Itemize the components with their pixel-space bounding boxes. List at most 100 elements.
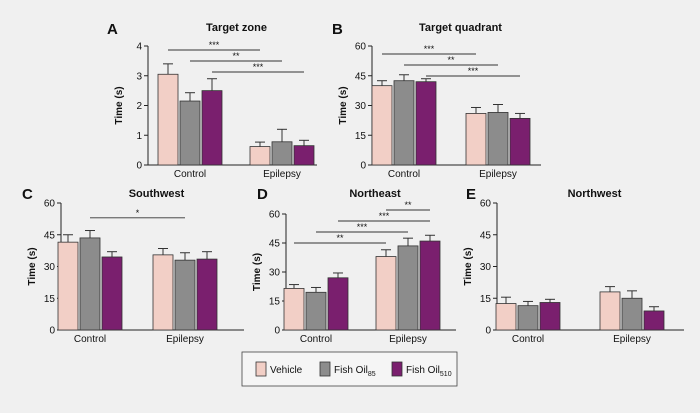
bar xyxy=(487,112,509,166)
y-tick-label: 45 xyxy=(355,71,367,82)
panel-e: E Northwest Time (s) 0 15 30 45 60 Control Epilep… xyxy=(463,186,684,345)
bar xyxy=(643,310,665,331)
y-tick-label: 15 xyxy=(355,131,367,142)
significance-label: *** xyxy=(468,66,479,76)
x-tick-label: Control xyxy=(74,334,106,345)
y-axis-label: Time (s) xyxy=(114,86,125,124)
bar xyxy=(393,80,415,166)
panel-letter: B xyxy=(332,21,343,38)
y-tick-label: 0 xyxy=(136,161,142,172)
bar xyxy=(517,305,539,331)
significance-label: ** xyxy=(232,51,240,61)
legend-swatch xyxy=(391,361,403,377)
significance-label: ** xyxy=(447,55,455,65)
y-tick-label: 45 xyxy=(44,230,56,241)
bar xyxy=(305,291,327,331)
y-tick-label: 30 xyxy=(44,262,56,273)
bar xyxy=(101,256,123,331)
panel-a: A Target zone Time (s) 0 1 2 3 4 Control Epilepsy… xyxy=(107,21,317,180)
legend-swatch xyxy=(319,361,331,377)
bar xyxy=(57,241,79,331)
x-tick-label: Control xyxy=(388,169,420,180)
panel-letter: D xyxy=(257,186,268,203)
bar xyxy=(283,288,305,331)
legend-swatch xyxy=(255,361,267,377)
panel-title: Target zone xyxy=(206,22,267,34)
legend-item: Fish Oil510 xyxy=(391,361,452,378)
y-tick-label: 1 xyxy=(136,131,142,142)
x-tick-label: Control xyxy=(512,334,544,345)
x-tick-label: Epilepsy xyxy=(479,169,517,180)
bar xyxy=(375,256,397,331)
y-tick-label: 30 xyxy=(269,268,281,279)
x-tick-label: Epilepsy xyxy=(613,334,651,345)
y-tick-label: 30 xyxy=(480,262,492,273)
panel-letter: E xyxy=(466,186,476,203)
y-tick-label: 60 xyxy=(269,210,281,221)
bar xyxy=(152,254,174,331)
y-axis-label: Time (s) xyxy=(27,247,38,285)
bar xyxy=(509,117,531,166)
y-axis-label: Time (s) xyxy=(338,86,349,124)
x-tick-label: Epilepsy xyxy=(389,334,427,345)
y-tick-label: 45 xyxy=(269,239,281,250)
bar xyxy=(79,237,101,331)
panel-letter: C xyxy=(22,186,33,203)
y-tick-label: 0 xyxy=(485,326,491,337)
significance-label: ** xyxy=(336,233,344,243)
significance-label: *** xyxy=(379,211,390,221)
bar xyxy=(371,85,393,166)
bar xyxy=(201,90,223,166)
bar xyxy=(465,113,487,166)
y-tick-label: 45 xyxy=(480,230,492,241)
significance-label: *** xyxy=(424,44,435,54)
y-tick-label: 15 xyxy=(480,294,492,305)
bar xyxy=(196,258,218,331)
legend-item: Fish Oil85 xyxy=(319,361,376,378)
bar xyxy=(495,303,517,331)
panel-title: Northeast xyxy=(349,188,401,200)
legend-label: Vehicle xyxy=(270,365,303,376)
bar xyxy=(179,100,201,166)
panel-title: Target quadrant xyxy=(419,22,502,34)
bar xyxy=(621,297,643,331)
bar xyxy=(599,291,621,331)
bar xyxy=(157,73,179,166)
bar xyxy=(415,81,437,166)
bar xyxy=(397,245,419,331)
y-tick-label: 60 xyxy=(480,199,492,210)
x-tick-label: Control xyxy=(300,334,332,345)
x-tick-label: Epilepsy xyxy=(263,169,301,180)
legend: Vehicle Fish Oil85 Fish Oil510 xyxy=(241,351,458,387)
panel-title: Southwest xyxy=(129,188,185,200)
y-tick-label: 30 xyxy=(355,101,367,112)
significance-label: ** xyxy=(404,200,412,210)
legend-label: Fish Oil85 xyxy=(334,365,376,378)
legend-label: Fish Oil510 xyxy=(406,365,452,378)
y-tick-label: 15 xyxy=(44,294,56,305)
significance-label: *** xyxy=(209,40,220,50)
significance-label: * xyxy=(136,208,140,218)
y-tick-label: 4 xyxy=(136,42,142,53)
panel-c: C Southwest Time (s) 0 15 30 45 60 Control Epilep… xyxy=(22,186,244,345)
significance-label: *** xyxy=(357,222,368,232)
x-tick-label: Epilepsy xyxy=(166,334,204,345)
legend-box xyxy=(241,351,458,387)
legend-item: Vehicle xyxy=(255,361,303,377)
bar xyxy=(293,145,315,166)
y-tick-label: 0 xyxy=(49,326,55,337)
x-tick-label: Control xyxy=(174,169,206,180)
y-axis-label: Time (s) xyxy=(252,253,263,291)
panel-b: B Target quadrant Time (s) 0 15 30 45 60 Control… xyxy=(332,21,541,180)
y-tick-label: 0 xyxy=(274,326,280,337)
y-tick-label: 0 xyxy=(360,161,366,172)
bar xyxy=(271,141,293,166)
y-tick-label: 2 xyxy=(136,101,142,112)
y-tick-label: 15 xyxy=(269,297,281,308)
panel-title: Northwest xyxy=(568,188,622,200)
bar xyxy=(249,146,271,166)
y-tick-label: 60 xyxy=(355,42,367,53)
y-axis-label: Time (s) xyxy=(463,247,474,285)
